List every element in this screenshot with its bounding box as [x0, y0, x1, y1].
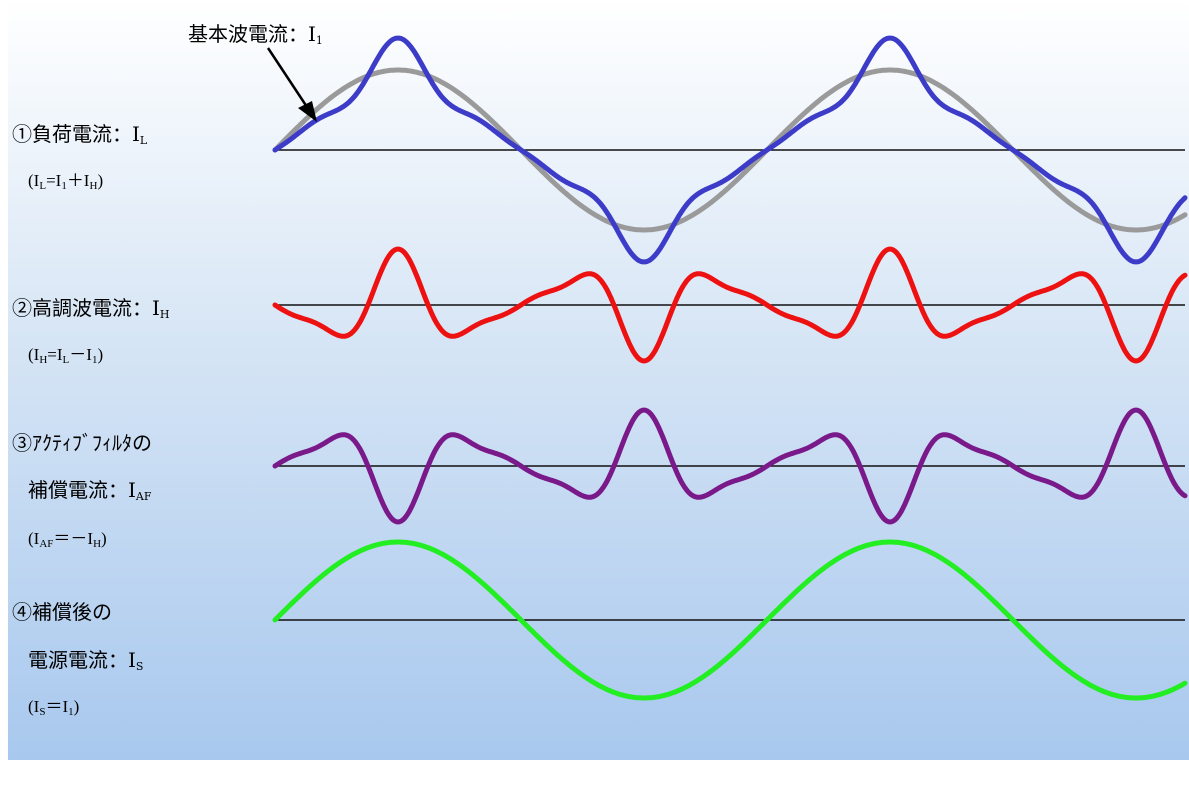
active-filter-sub: AF — [135, 490, 152, 503]
f1b: =I — [46, 171, 62, 190]
harmonic-current-symbol: I — [152, 296, 160, 320]
f1c: ＋I — [66, 171, 90, 190]
fundamental-annotation-symbol: I — [308, 22, 316, 46]
load-current-formula: (IL=I1＋IH) — [28, 166, 103, 192]
f2as: H — [39, 354, 48, 366]
harmonic-current-name: ②高調波電流： — [12, 296, 152, 320]
f4as: S — [39, 706, 46, 718]
f2a: (I — [28, 345, 40, 364]
f2d: ) — [97, 345, 104, 364]
fundamental-annotation-sub: 1 — [315, 34, 323, 47]
source-current-symbol: I — [128, 648, 136, 672]
fundamental-annotation-text: 基本波電流： — [188, 22, 308, 46]
f4bs: 1 — [68, 706, 74, 718]
source-current-label-line1: ④補償後の — [12, 596, 112, 625]
f1as: L — [39, 180, 47, 192]
f3d: ) — [101, 529, 107, 548]
f4a: (I — [28, 697, 40, 716]
f3b: ＝－I — [53, 529, 94, 548]
load-current-symbol: I — [132, 122, 140, 146]
active-filter-current-wave — [272, 407, 1188, 525]
f2b: =I — [47, 345, 63, 364]
annotation-arrow-head — [298, 101, 317, 122]
load-current-label: ①負荷電流：IL — [12, 118, 147, 147]
f2bs: L — [62, 354, 70, 366]
load-current-name: ①負荷電流： — [12, 122, 132, 146]
load-current-sub: L — [139, 134, 148, 147]
load-current-wave — [272, 35, 1188, 265]
f4b: ＝I — [45, 697, 69, 716]
active-filter-label-line2: 補償電流：IAF — [28, 474, 151, 503]
f4d: ) — [73, 697, 80, 716]
f3a: (I — [28, 529, 40, 548]
harmonic-current-wave — [272, 246, 1188, 364]
active-filter-formula: (IAF＝－IH) — [28, 524, 107, 550]
source-current-sub: S — [135, 660, 144, 673]
fundamental-annotation: 基本波電流：I1 — [188, 18, 323, 47]
annotation-arrow-shaft — [266, 47, 311, 111]
active-filter-label-line1: ③ｱｸﾃｨﾌﾞﾌｨﾙﾀの — [12, 427, 152, 456]
active-filter-name: 補償電流： — [28, 478, 128, 502]
f3as: AF — [39, 538, 54, 550]
harmonic-current-formula: (IH=IL－I1) — [28, 340, 103, 366]
source-current-formula: (IS＝I1) — [28, 692, 79, 718]
f1a: (I — [28, 171, 40, 190]
f2c: －I — [69, 345, 92, 364]
source-current-name: 電源電流： — [28, 648, 128, 672]
source-current-title: ④補償後の — [12, 600, 112, 624]
f3bs: H — [93, 538, 102, 550]
harmonic-current-label: ②高調波電流：IH — [12, 292, 170, 321]
f1bs: 1 — [61, 180, 67, 192]
waveforms — [266, 35, 1188, 701]
diagram-canvas: 基本波電流：I1 ①負荷電流：IL (IL=I1＋IH) ②高調波電流：IH (… — [8, 0, 1189, 760]
active-filter-symbol: I — [128, 478, 136, 502]
f1cs: H — [89, 180, 98, 192]
harmonic-current-sub: H — [159, 308, 170, 321]
active-filter-title: ③ｱｸﾃｨﾌﾞﾌｨﾙﾀの — [12, 431, 152, 455]
f1d: ) — [97, 171, 104, 190]
source-current-wave — [272, 539, 1188, 701]
source-current-label-line2: 電源電流：IS — [28, 644, 143, 673]
f2cs: 1 — [91, 354, 98, 366]
